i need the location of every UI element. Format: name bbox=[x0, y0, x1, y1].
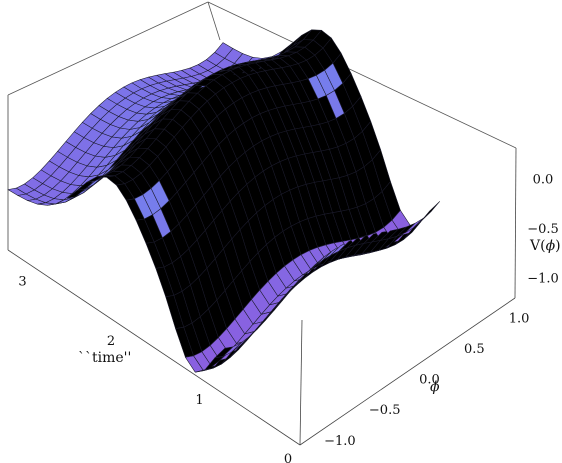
phi-axis-ticks: −1.0 −0.5 0.0 0.5 1.0 bbox=[324, 311, 529, 449]
v-axis-label: V(ϕ) bbox=[529, 238, 561, 254]
time-tick-label: 0 bbox=[284, 452, 292, 463]
surface-patch bbox=[421, 201, 441, 221]
time-tick-label: 3 bbox=[18, 275, 26, 290]
v-tick-label: 0.0 bbox=[533, 173, 554, 188]
box-front-edges bbox=[7, 95, 517, 446]
time-tick-label: 1 bbox=[195, 393, 203, 408]
time-tick-label: 2 bbox=[107, 334, 115, 349]
time-axis-label: ``time'' bbox=[78, 350, 131, 366]
v-tick-label: −0.5 bbox=[527, 222, 559, 237]
v-axis-label-close: ) bbox=[555, 238, 560, 254]
phi-tick-label: −1.0 bbox=[324, 434, 356, 449]
phi-axis-label: ϕ bbox=[430, 379, 440, 395]
v-axis-label-main: V( bbox=[529, 238, 546, 254]
v-axis-label-sym: ϕ bbox=[546, 238, 556, 254]
phi-tick-label: 1.0 bbox=[509, 311, 530, 326]
time-axis-ticks: 0 1 2 3 bbox=[18, 275, 292, 463]
phi-tick-label: 0.0 bbox=[419, 373, 440, 388]
surface-mesh bbox=[7, 29, 441, 373]
v-axis-ticks: −1.0 −0.5 0.0 bbox=[527, 173, 559, 287]
phi-tick-label: 0.5 bbox=[464, 342, 485, 357]
box-back-edges bbox=[7, 1, 517, 149]
phi-tick-label: −0.5 bbox=[369, 403, 401, 418]
v-tick-label: −1.0 bbox=[527, 271, 559, 286]
